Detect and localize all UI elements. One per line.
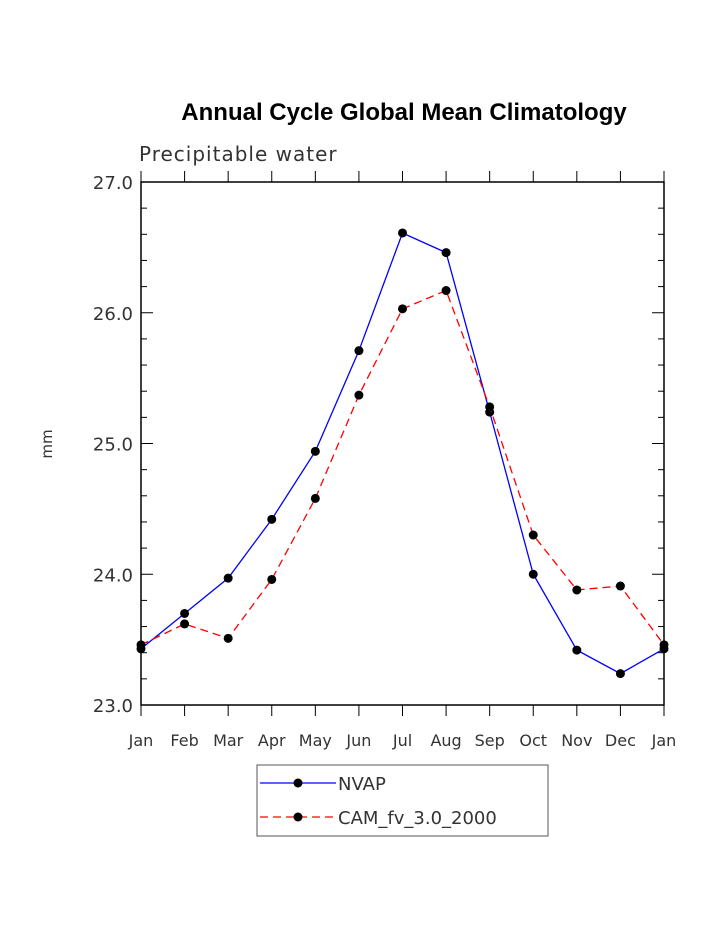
x-tick-label: Jul: [392, 731, 412, 750]
series-line-0: [140, 232, 665, 675]
series-line-1: [140, 289, 665, 646]
plot-frame: [140, 181, 665, 706]
data-point-1: [572, 585, 582, 595]
y-tick-label: 25.0: [93, 435, 133, 456]
x-tick-label: May: [299, 731, 332, 750]
data-point-1: [485, 402, 495, 412]
data-point-1: [528, 530, 538, 540]
data-point-1: [615, 581, 625, 591]
chart-subtitle: Precipitable water: [139, 142, 338, 166]
legend-label: NVAP: [338, 774, 386, 795]
x-tick-label: Dec: [605, 731, 636, 750]
y-tick-label: 23.0: [93, 696, 133, 717]
x-tick-label: Jan: [651, 731, 677, 750]
x-tick-label: Sep: [475, 731, 505, 750]
x-tick-label: Feb: [170, 731, 198, 750]
x-tick-label: Jun: [345, 731, 371, 750]
data-point-0: [223, 573, 233, 583]
y-tick-label: 27.0: [93, 173, 133, 194]
data-point-0: [180, 608, 190, 618]
data-point-1: [659, 640, 669, 650]
data-point-1: [398, 304, 407, 314]
y-axis-label: mm: [38, 429, 56, 458]
data-point-1: [441, 286, 451, 296]
data-point-1: [267, 574, 277, 584]
data-point-0: [615, 669, 625, 679]
y-tick-label: 26.0: [93, 304, 133, 325]
legend-label: CAM_fv_3.0_2000: [338, 808, 497, 829]
plot-area: 23.0 24.0 25.0 26.0 27.0 Jan Feb Mar Apr May Jun Ju…: [93, 171, 676, 750]
y-tick-label: 24.0: [93, 565, 133, 586]
legend-swatch-marker: [293, 778, 303, 788]
data-point-1: [223, 633, 233, 643]
data-point-0: [354, 346, 364, 356]
data-point-0: [310, 446, 320, 456]
data-point-1: [354, 390, 364, 400]
legend-box: [256, 764, 549, 837]
chart-title: Annual Cycle Global Mean Climatology: [181, 99, 627, 126]
data-point-1: [136, 640, 146, 650]
x-tick-label: Nov: [561, 731, 592, 750]
legend-swatch-marker: [293, 812, 303, 822]
x-tick-label: Aug: [430, 731, 461, 750]
data-point-0: [267, 514, 277, 524]
x-tick-label: Oct: [519, 731, 547, 750]
data-point-0: [441, 248, 451, 258]
legend: NVAP CAM_fv_3.0_2000: [256, 764, 549, 837]
data-point-0: [528, 569, 538, 579]
data-point-1: [180, 619, 190, 629]
x-tick-label: Jan: [128, 731, 154, 750]
data-point-0: [398, 228, 407, 238]
data-point-0: [572, 645, 582, 655]
x-tick-label: Apr: [258, 731, 286, 750]
data-point-1: [310, 493, 320, 503]
x-tick-label: Mar: [213, 731, 244, 750]
